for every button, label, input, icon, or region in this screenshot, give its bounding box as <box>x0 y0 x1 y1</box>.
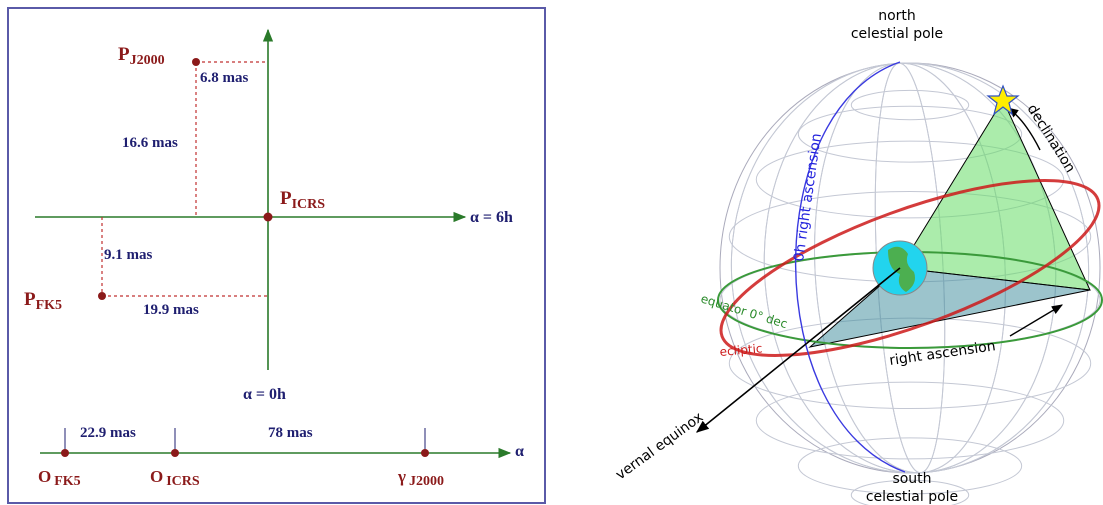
label-sub: FK5 <box>54 474 80 489</box>
pole-label: north <box>878 8 916 24</box>
pole-label: celestial pole <box>851 26 943 42</box>
vernal-equinox-label: vernal equinox <box>613 409 706 483</box>
point <box>192 58 200 66</box>
figure: PJ2000 PICRS PFK5 6.8 mas 16.6 mas 9.1 m… <box>0 0 1103 505</box>
label-base: P <box>118 44 130 65</box>
label-base: O <box>150 467 163 486</box>
offset-label: 16.6 mas <box>122 135 178 151</box>
offset-label: 22.9 mas <box>80 425 136 441</box>
grid-ellipse <box>851 90 968 119</box>
origin-point <box>421 449 429 457</box>
ecliptic-label: ecliptic <box>719 341 763 359</box>
axis-label: α <box>515 443 524 460</box>
grid-ellipse <box>756 382 1063 459</box>
declination-wedge <box>900 100 1090 290</box>
axis-label: α = 0h <box>243 386 286 403</box>
ra-label: right ascension <box>888 338 996 369</box>
label-sub: FK5 <box>36 298 62 313</box>
label-sub: J2000 <box>409 474 444 489</box>
axis-label: α = 6h <box>470 209 513 226</box>
pole-label: celestial pole <box>866 489 958 505</box>
point <box>98 292 106 300</box>
label-sub: ICRS <box>292 197 326 212</box>
label-base: O <box>38 467 51 486</box>
label-base: P <box>280 188 292 209</box>
point <box>264 213 273 222</box>
origin-point <box>61 449 69 457</box>
offset-label: 9.1 mas <box>104 247 152 263</box>
label-sub: J2000 <box>130 53 165 68</box>
celestial-sphere: north celestial pole south celestial pol… <box>613 8 1103 505</box>
label-base: P <box>24 289 36 310</box>
pole-label: south <box>892 471 931 487</box>
offset-label: 78 mas <box>268 425 313 441</box>
offset-label: 6.8 mas <box>200 70 248 86</box>
label-base: γ <box>397 467 406 486</box>
label-sub: ICRS <box>166 474 200 489</box>
offset-label: 19.9 mas <box>143 302 199 318</box>
origin-point <box>171 449 179 457</box>
frame-offset-panel: PJ2000 PICRS PFK5 6.8 mas 16.6 mas 9.1 m… <box>8 8 545 503</box>
